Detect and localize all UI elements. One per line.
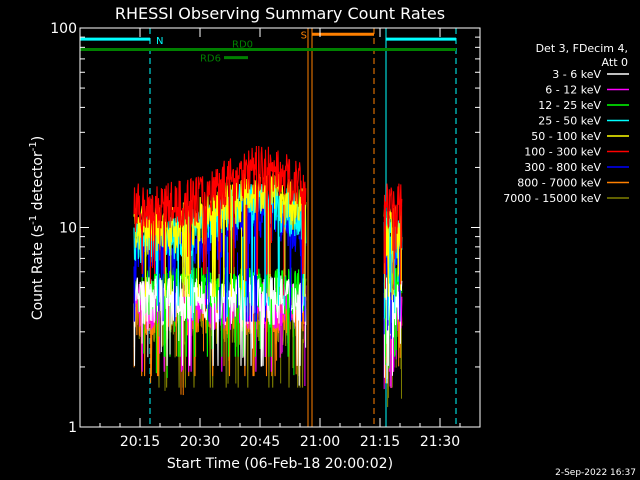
x-tick-label-2: 20:45 [240,434,280,450]
plot-area: N S RD0 RD6 [80,28,457,427]
flag-s: S [301,30,374,41]
y-axis-label-sup-1: -1 [28,215,39,225]
legend-label-2: 12 - 25 keV [538,99,601,112]
series-5 [133,145,403,296]
chart-title: RHESSI Observing Summary Count Rates [115,4,445,23]
y-tick-label-2: 100 [50,21,77,37]
y-axis-label: Count Rate (s-1 detector-1) [28,136,46,320]
legend-header-0: Det 3, FDecim 4, [536,42,628,55]
legend-label-7: 800 - 7000 keV [517,177,601,190]
legend-label-3: 25 - 50 keV [538,115,601,128]
x-tick-label-3: 21:00 [300,434,340,450]
x-tick-label-0: 20:15 [120,434,160,450]
legend: Det 3, FDecim 4,Att 03 - 6 keV 6 - 12 keV… [503,42,629,205]
y-axis-label-mid: detector [30,151,46,215]
y-axis-label-end: ) [30,136,46,141]
flag-n: N [80,36,456,47]
legend-header-1: Att 0 [602,56,628,69]
x-axis-label: Start Time (06-Feb-18 20:00:02) [167,456,393,472]
flag-label-rd6: RD6 [200,54,221,65]
x-tick-label-5: 21:30 [420,434,460,450]
footer-timestamp: 2-Sep-2022 16:37 [555,468,636,478]
legend-label-5: 100 - 300 keV [524,146,601,159]
x-tick-label-1: 20:30 [180,434,220,450]
legend-label-1: 6 - 12 keV [545,84,601,97]
flag-rd0: RD0 [80,40,456,52]
flag-label-rd0: RD0 [232,40,253,51]
y-tick-label-1: 10 [59,221,77,237]
legend-label-6: 300 - 800 keV [524,161,601,174]
legend-label-4: 50 - 100 keV [531,130,601,143]
flag-label-s: S [301,30,307,41]
y-axis-label-main: Count Rate (s [30,225,46,320]
legend-label-0: 3 - 6 keV [552,68,601,81]
flag-rd6: RD6 [200,54,248,65]
legend-label-8: 7000 - 15000 keV [503,192,601,205]
x-tick-label-4: 21:15 [360,434,400,450]
flag-label-n: N [156,36,163,47]
y-axis-label-sup-2: -1 [28,141,39,151]
axes: 20:15 20:30 20:45 21:00 21:15 21:30 1 10 100 [50,21,481,450]
y-tick-label-0: 1 [68,420,77,436]
